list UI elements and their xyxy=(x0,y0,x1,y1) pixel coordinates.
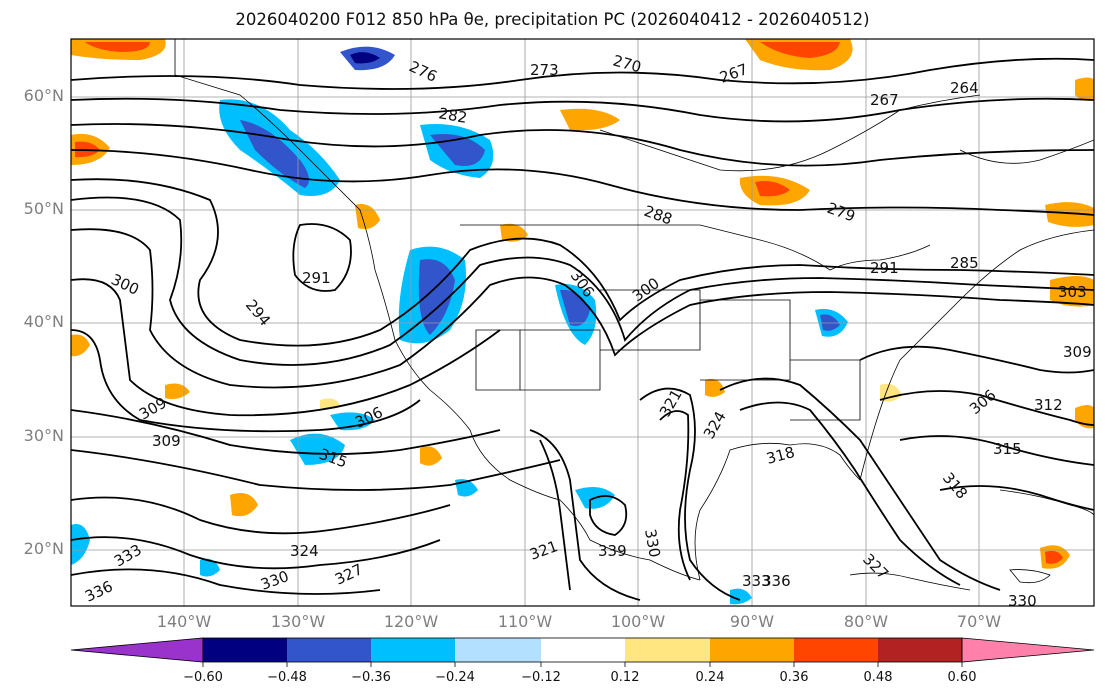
positive-patch xyxy=(755,181,790,197)
colorbar-segment xyxy=(203,638,287,662)
colorbar-tick-label: 0.12 xyxy=(610,670,640,685)
colorbar-segment xyxy=(287,638,371,662)
colorbar-tick-label: −0.24 xyxy=(435,670,475,685)
colorbar-segment xyxy=(878,638,962,662)
contour-label: 309 xyxy=(152,432,181,450)
contour-label: 282 xyxy=(437,104,468,127)
contour-label: 264 xyxy=(950,79,979,97)
lat-label: 30°N xyxy=(23,426,64,445)
colorbar-tick-label: 0.24 xyxy=(695,670,725,685)
colorbar-segment xyxy=(710,638,794,662)
positive-patch xyxy=(1075,77,1094,101)
colorbar-tick-label: 0.48 xyxy=(863,670,893,685)
contour-label: 291 xyxy=(302,269,331,287)
positive-patch xyxy=(230,492,258,517)
lon-label: 70°W xyxy=(956,612,1002,631)
positive-patch xyxy=(1045,550,1063,564)
contour-label: 339 xyxy=(598,542,627,560)
contour-label: 291 xyxy=(870,259,899,277)
positive-patch xyxy=(1050,276,1094,307)
colorbar-tick-label: 0.60 xyxy=(947,670,977,685)
contour-label: 330 xyxy=(1008,592,1037,610)
colorbar-extend-low xyxy=(70,637,204,663)
lat-label: 40°N xyxy=(23,312,64,331)
positive-patch xyxy=(500,223,528,242)
contour-label: 309 xyxy=(1063,343,1092,361)
contour-label: 315 xyxy=(993,440,1022,458)
negative-patch xyxy=(290,433,345,465)
negative-patch xyxy=(730,588,752,605)
colorbar-segment xyxy=(455,638,541,662)
lon-label: 140°W xyxy=(156,612,212,631)
colorbar-outline xyxy=(202,637,963,663)
theta-e-contours xyxy=(71,57,1094,601)
contour-label: 273 xyxy=(530,61,559,79)
colorbar-tick-label: −0.36 xyxy=(351,670,391,685)
colorbar-tick-label: −0.60 xyxy=(183,670,223,685)
lat-label: 20°N xyxy=(23,539,64,558)
lat-label: 50°N xyxy=(23,199,64,218)
positive-patch xyxy=(760,42,840,58)
positive-patch xyxy=(71,334,90,357)
positive-patch xyxy=(705,378,725,397)
colorbar-tick-label: −0.12 xyxy=(521,670,561,685)
negative-patch xyxy=(350,52,380,64)
lon-label: 80°W xyxy=(843,612,889,631)
positive-patch xyxy=(880,383,902,402)
colorbar-tick-label: 0.36 xyxy=(779,670,809,685)
map-title: 2026040200 F012 850 hPa θe, precipitatio… xyxy=(235,10,870,29)
lon-label: 110°W xyxy=(497,612,553,631)
negative-patch xyxy=(200,558,220,577)
colorbar-tick-label: −0.48 xyxy=(267,670,307,685)
colorbar-segment xyxy=(625,638,710,662)
lon-label: 130°W xyxy=(270,612,326,631)
map-frame xyxy=(70,38,1095,607)
negative-patch xyxy=(240,120,309,188)
colorbar xyxy=(70,637,1095,667)
contour-label: 336 xyxy=(762,572,791,590)
lon-label: 120°W xyxy=(383,612,439,631)
coastlines xyxy=(174,39,1094,591)
colorbar-segment xyxy=(541,638,625,662)
positive-patch xyxy=(85,42,150,52)
contour-label: 312 xyxy=(1034,396,1063,414)
colorbar-segment xyxy=(794,638,878,662)
lon-label: 90°W xyxy=(729,612,775,631)
positive-patch xyxy=(1045,202,1094,227)
negative-patch xyxy=(71,524,90,565)
lon-label: 100°W xyxy=(610,612,666,631)
negative-patch xyxy=(330,412,375,431)
precip-shading xyxy=(71,39,1094,605)
contour-label: 330 xyxy=(641,528,664,559)
colorbar-extend-high xyxy=(961,637,1095,663)
contour-label: 324 xyxy=(290,542,319,560)
contour-label: 267 xyxy=(870,91,899,109)
contour-label: 333 xyxy=(742,572,771,590)
colorbar-segment xyxy=(371,638,455,662)
positive-patch xyxy=(560,108,620,131)
lat-label: 60°N xyxy=(23,86,64,105)
gridlines xyxy=(71,39,1094,606)
contour-label: 285 xyxy=(950,254,979,272)
positive-patch xyxy=(420,446,442,466)
contour-label: 303 xyxy=(1058,283,1087,301)
